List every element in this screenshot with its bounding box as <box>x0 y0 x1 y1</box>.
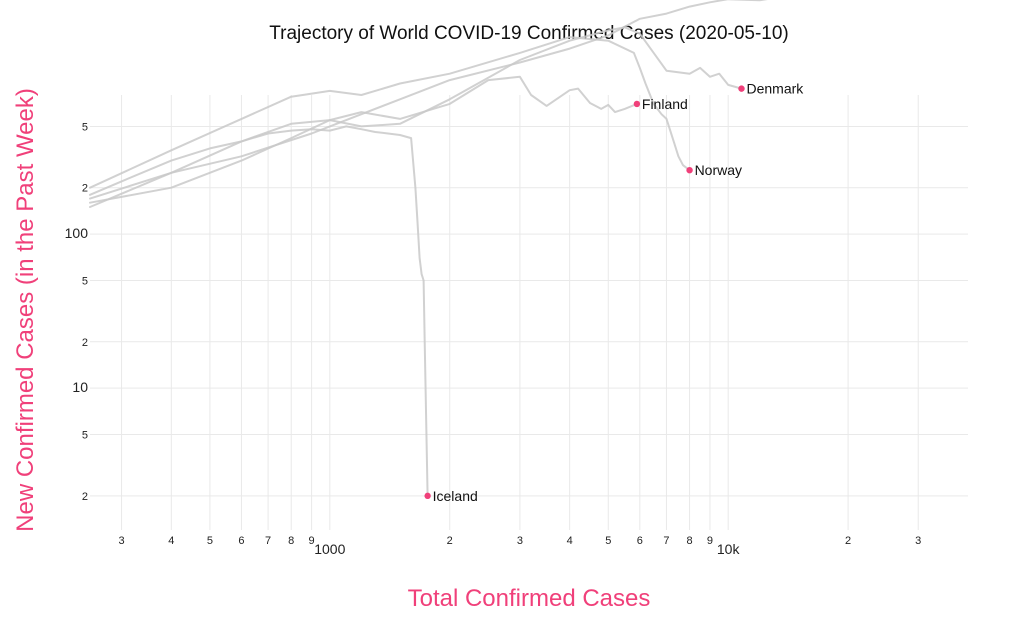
endpoint-iceland <box>424 492 431 500</box>
x-tick-label: 9 <box>309 535 315 547</box>
y-tick-label: 10 <box>72 379 88 395</box>
x-tick-label: 4 <box>567 535 573 547</box>
x-tick-label: 2 <box>447 535 453 547</box>
y-tick-label: 2 <box>82 337 88 349</box>
endpoint-denmark <box>738 85 745 92</box>
y-tick-label: 5 <box>82 275 88 287</box>
x-tick-label: 8 <box>687 535 693 547</box>
y-tick-label: 2 <box>82 491 88 503</box>
x-tick-label: 3 <box>915 535 921 547</box>
endpoint-norway <box>686 166 693 174</box>
x-tick-label: 1000 <box>314 541 345 557</box>
x-axis-title: Total Confirmed Cases <box>408 585 651 612</box>
series-line-finland <box>89 75 638 204</box>
series-line-iceland <box>89 125 429 497</box>
label-norway: Norway <box>695 162 742 178</box>
y-axis-title: New Confirmed Cases (in the Past Week) <box>12 88 39 532</box>
x-tick-label: 2 <box>845 535 851 547</box>
x-tick-label: 4 <box>168 535 174 547</box>
x-tick-label: 5 <box>605 535 611 547</box>
label-finland: Finland <box>642 96 688 112</box>
x-tick-label: 7 <box>265 535 271 547</box>
series-lines <box>89 0 768 497</box>
series-line-sweden <box>89 0 768 200</box>
series-line-denmark <box>89 26 743 208</box>
y-tick-label: 5 <box>82 430 88 442</box>
chart-title: Trajectory of World COVID-19 Confirmed C… <box>269 23 789 44</box>
y-tick-label: 5 <box>82 121 88 133</box>
x-tick-label: 3 <box>517 535 523 547</box>
end-points: Sweden Denmark Finland Norway Iceland <box>424 0 951 504</box>
series-line-norway <box>89 36 691 189</box>
x-tick-label: 6 <box>637 535 643 547</box>
label-denmark: Denmark <box>746 81 804 97</box>
x-tick-label: 10k <box>717 541 741 557</box>
endpoint-finland <box>633 100 641 108</box>
y-tick-label: 2 <box>82 183 88 195</box>
x-tick-label: 9 <box>707 535 713 547</box>
x-tick-label: 3 <box>118 535 124 547</box>
gridlines <box>90 95 968 530</box>
x-tick-label: 8 <box>288 535 294 547</box>
label-iceland: Iceland <box>433 488 478 504</box>
y-tick-label: 100 <box>65 225 89 241</box>
label-sweden: Sweden <box>900 0 951 2</box>
x-tick-label: 6 <box>238 535 244 547</box>
x-tick-label: 5 <box>207 535 213 547</box>
x-tick-label: 7 <box>663 535 669 547</box>
